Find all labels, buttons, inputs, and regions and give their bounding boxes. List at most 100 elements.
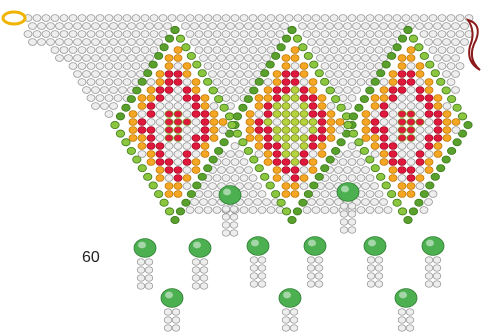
green-bead [381, 60, 391, 69]
pattern-bead [379, 142, 389, 150]
gray-bead [356, 46, 366, 54]
gray-bead [320, 190, 330, 198]
green-bead [403, 26, 413, 34]
gray-bead [307, 38, 316, 46]
gray-bead [203, 206, 213, 214]
pattern-bead [290, 174, 300, 182]
gray-bead [379, 198, 388, 206]
pattern-bead [164, 62, 174, 70]
pattern-bead [415, 174, 425, 182]
pattern-bead [308, 78, 318, 86]
pattern-bead [272, 134, 282, 142]
pattern-bead [137, 118, 147, 126]
gray-bead [356, 78, 366, 86]
pattern-bead [200, 110, 210, 118]
gray-bead [82, 54, 91, 62]
pattern-bead [317, 134, 327, 142]
pattern-bead [173, 54, 183, 62]
gray-bead [194, 190, 204, 198]
ball-highlight [341, 185, 349, 193]
pattern-bead [191, 134, 201, 142]
gray-bead [136, 266, 146, 274]
gray-bead [217, 38, 226, 46]
gray-bead [451, 38, 460, 46]
pattern-bead [433, 110, 443, 118]
pattern-bead [326, 126, 336, 134]
pattern-bead [281, 70, 291, 78]
gray-bead [460, 38, 469, 46]
pattern-bead [254, 94, 264, 102]
pattern-bead [326, 118, 336, 126]
pattern-bead [415, 94, 425, 102]
gray-bead [365, 174, 375, 182]
gray-bead [329, 46, 339, 54]
pattern-bead [397, 94, 407, 102]
green-bead [137, 164, 147, 173]
gray-bead [118, 86, 127, 94]
pattern-bead [397, 54, 407, 62]
green-bead [265, 60, 275, 69]
gray-bead [95, 14, 105, 22]
pattern-bead [173, 150, 183, 158]
gray-bead [131, 46, 141, 54]
pattern-bead [164, 78, 174, 86]
gray-bead [428, 30, 438, 38]
gray-bead [437, 14, 447, 22]
green-bead [224, 112, 235, 121]
green-bead [271, 51, 281, 60]
gray-bead [334, 70, 343, 78]
green-bead [238, 138, 248, 147]
pattern-bead [361, 110, 371, 118]
gray-bead [397, 324, 407, 332]
green-bead [354, 138, 364, 147]
pattern-bead [388, 102, 398, 110]
green-ball [188, 238, 212, 258]
green-bead [276, 198, 286, 207]
green-bead [175, 207, 186, 216]
green-bead [463, 121, 473, 129]
gray-bead [365, 190, 375, 198]
green-bead [219, 138, 229, 147]
pattern-bead [281, 78, 291, 86]
gray-bead [167, 14, 177, 22]
gray-bead [140, 14, 150, 22]
pattern-bead [299, 62, 309, 70]
pattern-bead [254, 102, 264, 110]
pattern-bead [200, 150, 210, 158]
gray-bead [343, 70, 352, 78]
pattern-bead [451, 118, 461, 126]
gray-bead [203, 46, 213, 54]
gray-bead [262, 54, 271, 62]
gray-bead [302, 30, 312, 38]
pattern-bead [379, 78, 389, 86]
gray-bead [199, 54, 208, 62]
gray-bead [356, 174, 366, 182]
green-bead [214, 146, 224, 155]
green-bead [457, 112, 468, 121]
gray-bead [221, 158, 231, 166]
gray-bead [374, 14, 384, 22]
gray-bead [410, 14, 420, 22]
pattern-bead [424, 86, 434, 94]
green-bead [281, 34, 292, 43]
gray-bead [316, 22, 325, 30]
pattern-bead [379, 150, 389, 158]
pattern-bead [281, 62, 291, 70]
gray-bead [383, 206, 393, 214]
green-bead [441, 86, 451, 95]
pattern-bead [299, 78, 309, 86]
pattern-bead [272, 126, 282, 134]
pattern-bead [415, 70, 425, 78]
pattern-bead [415, 142, 425, 150]
pattern-bead [272, 70, 282, 78]
pattern-bead [191, 126, 201, 134]
gray-bead [244, 166, 253, 174]
green-bead [320, 77, 330, 86]
green-ball [160, 288, 184, 308]
pattern-bead [290, 118, 300, 126]
gray-bead [388, 22, 397, 30]
gray-bead [428, 46, 438, 54]
gray-bead [442, 54, 451, 62]
gray-bead [208, 198, 217, 206]
